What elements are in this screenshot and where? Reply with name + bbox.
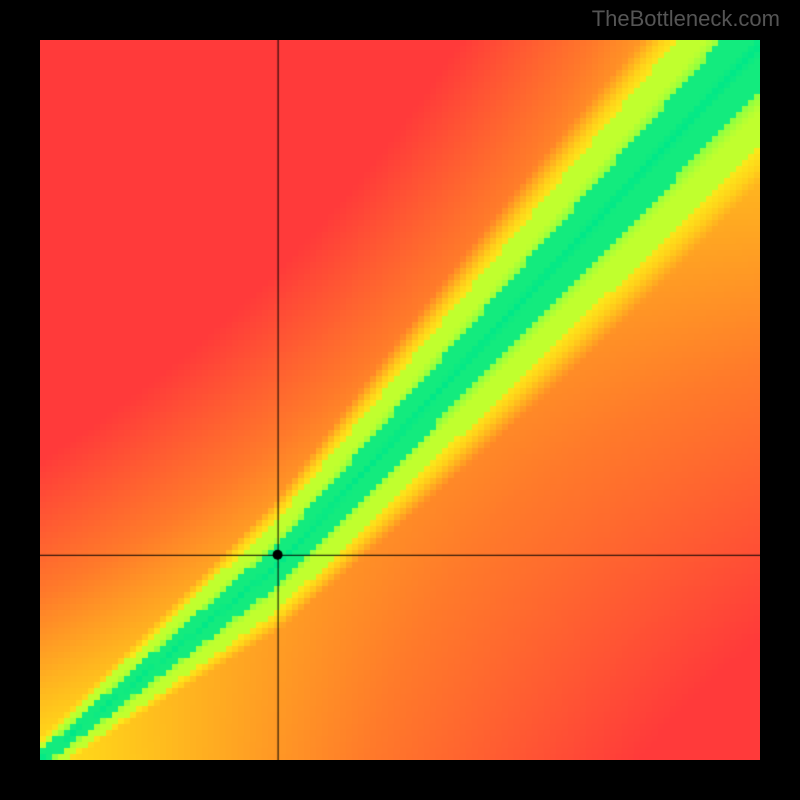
heatmap-canvas xyxy=(40,40,760,760)
plot-area xyxy=(40,40,760,760)
watermark-label: TheBottleneck.com xyxy=(592,6,780,32)
chart-container: TheBottleneck.com xyxy=(0,0,800,800)
